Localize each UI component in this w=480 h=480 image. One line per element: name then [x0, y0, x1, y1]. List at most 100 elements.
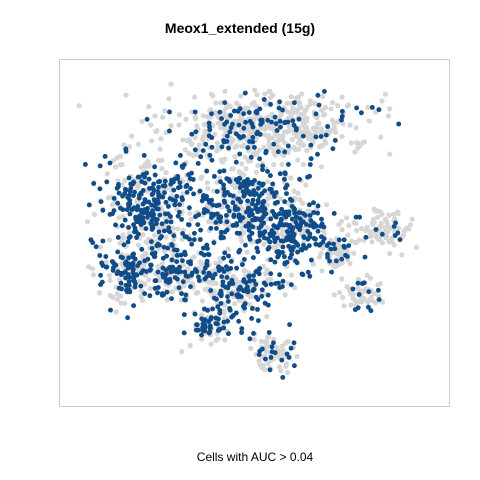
cell-point-above-threshold [226, 208, 232, 214]
cell-point-above-threshold [149, 192, 155, 198]
cell-point-below-threshold [266, 137, 272, 143]
cell-point-above-threshold [188, 261, 194, 267]
cell-point-below-threshold [300, 161, 306, 167]
cell-point-below-threshold [264, 196, 270, 202]
cell-point-above-threshold [91, 181, 97, 186]
cell-point-below-threshold [215, 120, 221, 126]
cell-point-above-threshold [164, 289, 170, 295]
cell-point-above-threshold [224, 119, 230, 125]
cell-point-above-threshold [308, 142, 314, 148]
cell-point-below-threshold [223, 128, 229, 134]
cell-point-above-threshold [197, 278, 202, 283]
cell-point-above-threshold [251, 273, 256, 278]
cell-point-below-threshold [185, 138, 191, 144]
cell-point-above-threshold [334, 258, 339, 264]
cell-point-above-threshold [122, 191, 128, 196]
cell-point-below-threshold [256, 147, 262, 153]
cell-point-above-threshold [256, 318, 261, 323]
cell-point-above-threshold [104, 264, 110, 270]
cell-point-below-threshold [338, 251, 345, 257]
cell-point-above-threshold [287, 224, 293, 230]
cell-point-above-threshold [170, 268, 176, 274]
cell-point-above-threshold [262, 188, 267, 194]
cell-point-below-threshold [344, 215, 350, 221]
cell-point-above-threshold [237, 151, 243, 157]
cell-point-above-threshold [115, 249, 121, 255]
cell-point-below-threshold [384, 219, 390, 225]
cell-point-above-threshold [209, 157, 215, 163]
cell-point-above-threshold [178, 252, 184, 258]
cell-point-below-threshold [265, 179, 271, 185]
cell-point-below-threshold [138, 294, 144, 300]
cell-point-above-threshold [195, 222, 201, 228]
cell-point-above-threshold [146, 199, 152, 205]
cell-point-above-threshold [325, 124, 330, 129]
cell-point-below-threshold [282, 292, 288, 298]
cell-point-below-threshold [239, 161, 245, 167]
cell-point-above-threshold [207, 124, 212, 130]
cell-point-above-threshold [132, 229, 138, 235]
cell-point-above-threshold [244, 209, 249, 215]
cell-point-above-threshold [376, 287, 381, 293]
cell-point-above-threshold [122, 261, 128, 266]
cell-point-below-threshold [271, 162, 277, 168]
cell-point-above-threshold [100, 207, 106, 213]
cell-point-below-threshold [138, 164, 144, 170]
cell-point-above-threshold [250, 135, 256, 140]
cell-point-below-threshold [288, 272, 294, 278]
chart-caption: Cells with AUC > 0.04 [196, 450, 314, 464]
cell-point-above-threshold [174, 247, 180, 253]
cell-point-above-threshold [100, 263, 106, 268]
cell-point-below-threshold [116, 215, 122, 221]
cell-point-above-threshold [288, 345, 294, 351]
cell-point-below-threshold [232, 301, 238, 307]
cell-point-below-threshold [257, 362, 263, 368]
cell-point-below-threshold [337, 243, 343, 249]
cell-point-above-threshold [277, 118, 283, 124]
cell-point-below-threshold [329, 117, 336, 123]
cell-point-above-threshold [210, 202, 216, 208]
cell-point-above-threshold [162, 274, 168, 280]
cell-point-below-threshold [160, 114, 166, 120]
cell-point-above-threshold [241, 179, 247, 185]
cell-point-below-threshold [230, 273, 236, 279]
cell-point-above-threshold [211, 240, 217, 246]
cell-point-below-threshold [391, 242, 397, 248]
cell-point-below-threshold [163, 170, 169, 176]
cell-point-above-threshold [179, 291, 184, 296]
cell-point-below-threshold [344, 248, 350, 254]
cell-point-below-threshold [189, 141, 195, 147]
cell-point-below-threshold [255, 162, 261, 169]
cell-point-above-threshold [341, 237, 347, 243]
cell-point-below-threshold [261, 144, 267, 150]
cell-point-above-threshold [115, 235, 121, 240]
cell-point-below-threshold [324, 202, 330, 208]
cell-point-above-threshold [196, 212, 202, 218]
cell-point-below-threshold [253, 169, 259, 175]
cell-point-above-threshold [142, 174, 148, 180]
cell-point-above-threshold [237, 106, 243, 112]
cell-point-above-threshold [239, 326, 245, 331]
cell-point-above-threshold [113, 222, 118, 228]
cell-point-above-threshold [219, 116, 224, 121]
cell-point-above-threshold [253, 282, 259, 287]
cell-point-above-threshold [187, 176, 193, 182]
cell-point-above-threshold [217, 109, 223, 115]
cell-point-below-threshold [222, 88, 228, 94]
cell-point-below-threshold [301, 111, 307, 117]
cell-point-above-threshold [162, 178, 168, 184]
cell-point-above-threshold [214, 296, 219, 302]
cell-point-below-threshold [208, 341, 214, 347]
cell-point-above-threshold [305, 269, 311, 275]
cell-point-above-threshold [285, 119, 291, 125]
cell-point-above-threshold [366, 289, 372, 295]
cell-point-above-threshold [205, 208, 210, 214]
cell-point-above-threshold [152, 250, 158, 256]
cell-point-below-threshold [248, 345, 254, 351]
cell-point-above-threshold [280, 107, 285, 113]
cell-point-below-threshold [364, 224, 370, 230]
cell-point-below-threshold [110, 158, 117, 164]
cell-point-above-threshold [249, 190, 255, 196]
cell-point-below-threshold [266, 88, 272, 95]
cell-point-above-threshold [215, 304, 221, 310]
